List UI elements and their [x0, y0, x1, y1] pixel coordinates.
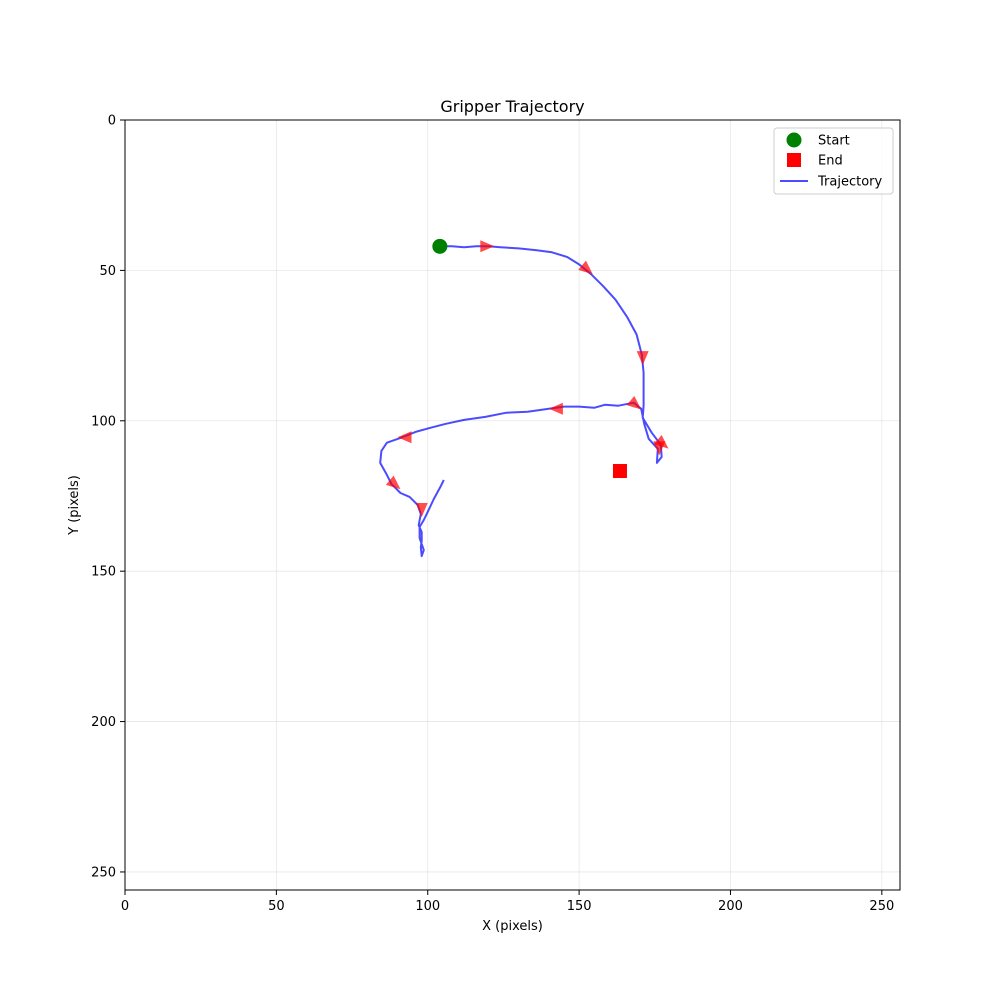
legend: Start End Trajectory	[773, 127, 894, 195]
y-axis-label: Y (pixels)	[67, 475, 82, 536]
y-tick-label: 0	[108, 114, 116, 129]
x-tick-label: 0	[121, 899, 129, 914]
direction-arrow	[653, 441, 666, 456]
direction-arrow	[385, 475, 401, 490]
x-axis: 0 50 100 150 200 250	[121, 890, 894, 914]
x-tick-label: 50	[268, 899, 285, 914]
y-tick-label: 250	[91, 865, 116, 880]
legend-start-label: Start	[818, 134, 850, 149]
y-tick-label: 150	[91, 565, 116, 580]
x-tick-label: 250	[869, 899, 894, 914]
legend-end-label: End	[818, 154, 843, 169]
markers	[432, 238, 627, 479]
y-axis: 0 50 100 150 200 250	[91, 114, 125, 880]
y-tick-label: 50	[99, 264, 116, 279]
direction-arrow	[480, 240, 495, 253]
direction-arrows	[385, 240, 669, 517]
x-tick-label: 100	[415, 899, 440, 914]
x-tick-label: 150	[567, 899, 592, 914]
direction-arrow	[636, 351, 649, 366]
plot-area	[124, 119, 901, 891]
end-marker	[612, 464, 627, 479]
x-tick-label: 200	[718, 899, 743, 914]
direction-arrow	[548, 402, 563, 415]
x-axis-label: X (pixels)	[482, 919, 543, 934]
legend-box	[773, 127, 894, 195]
direction-arrow	[626, 395, 642, 410]
plot-background	[125, 120, 900, 890]
direction-arrow	[415, 503, 428, 517]
direction-arrow	[397, 431, 412, 444]
chart-title: Gripper Trajectory	[440, 97, 584, 116]
grid	[124, 119, 900, 890]
y-tick-label: 100	[91, 414, 116, 429]
legend-end-marker	[787, 153, 801, 167]
plot-frame	[124, 119, 901, 891]
legend-start-marker	[786, 132, 802, 148]
y-tick-label: 200	[91, 715, 116, 730]
legend-trajectory-label: Trajectory	[817, 175, 882, 190]
start-marker	[432, 238, 448, 254]
direction-arrow	[578, 260, 593, 275]
